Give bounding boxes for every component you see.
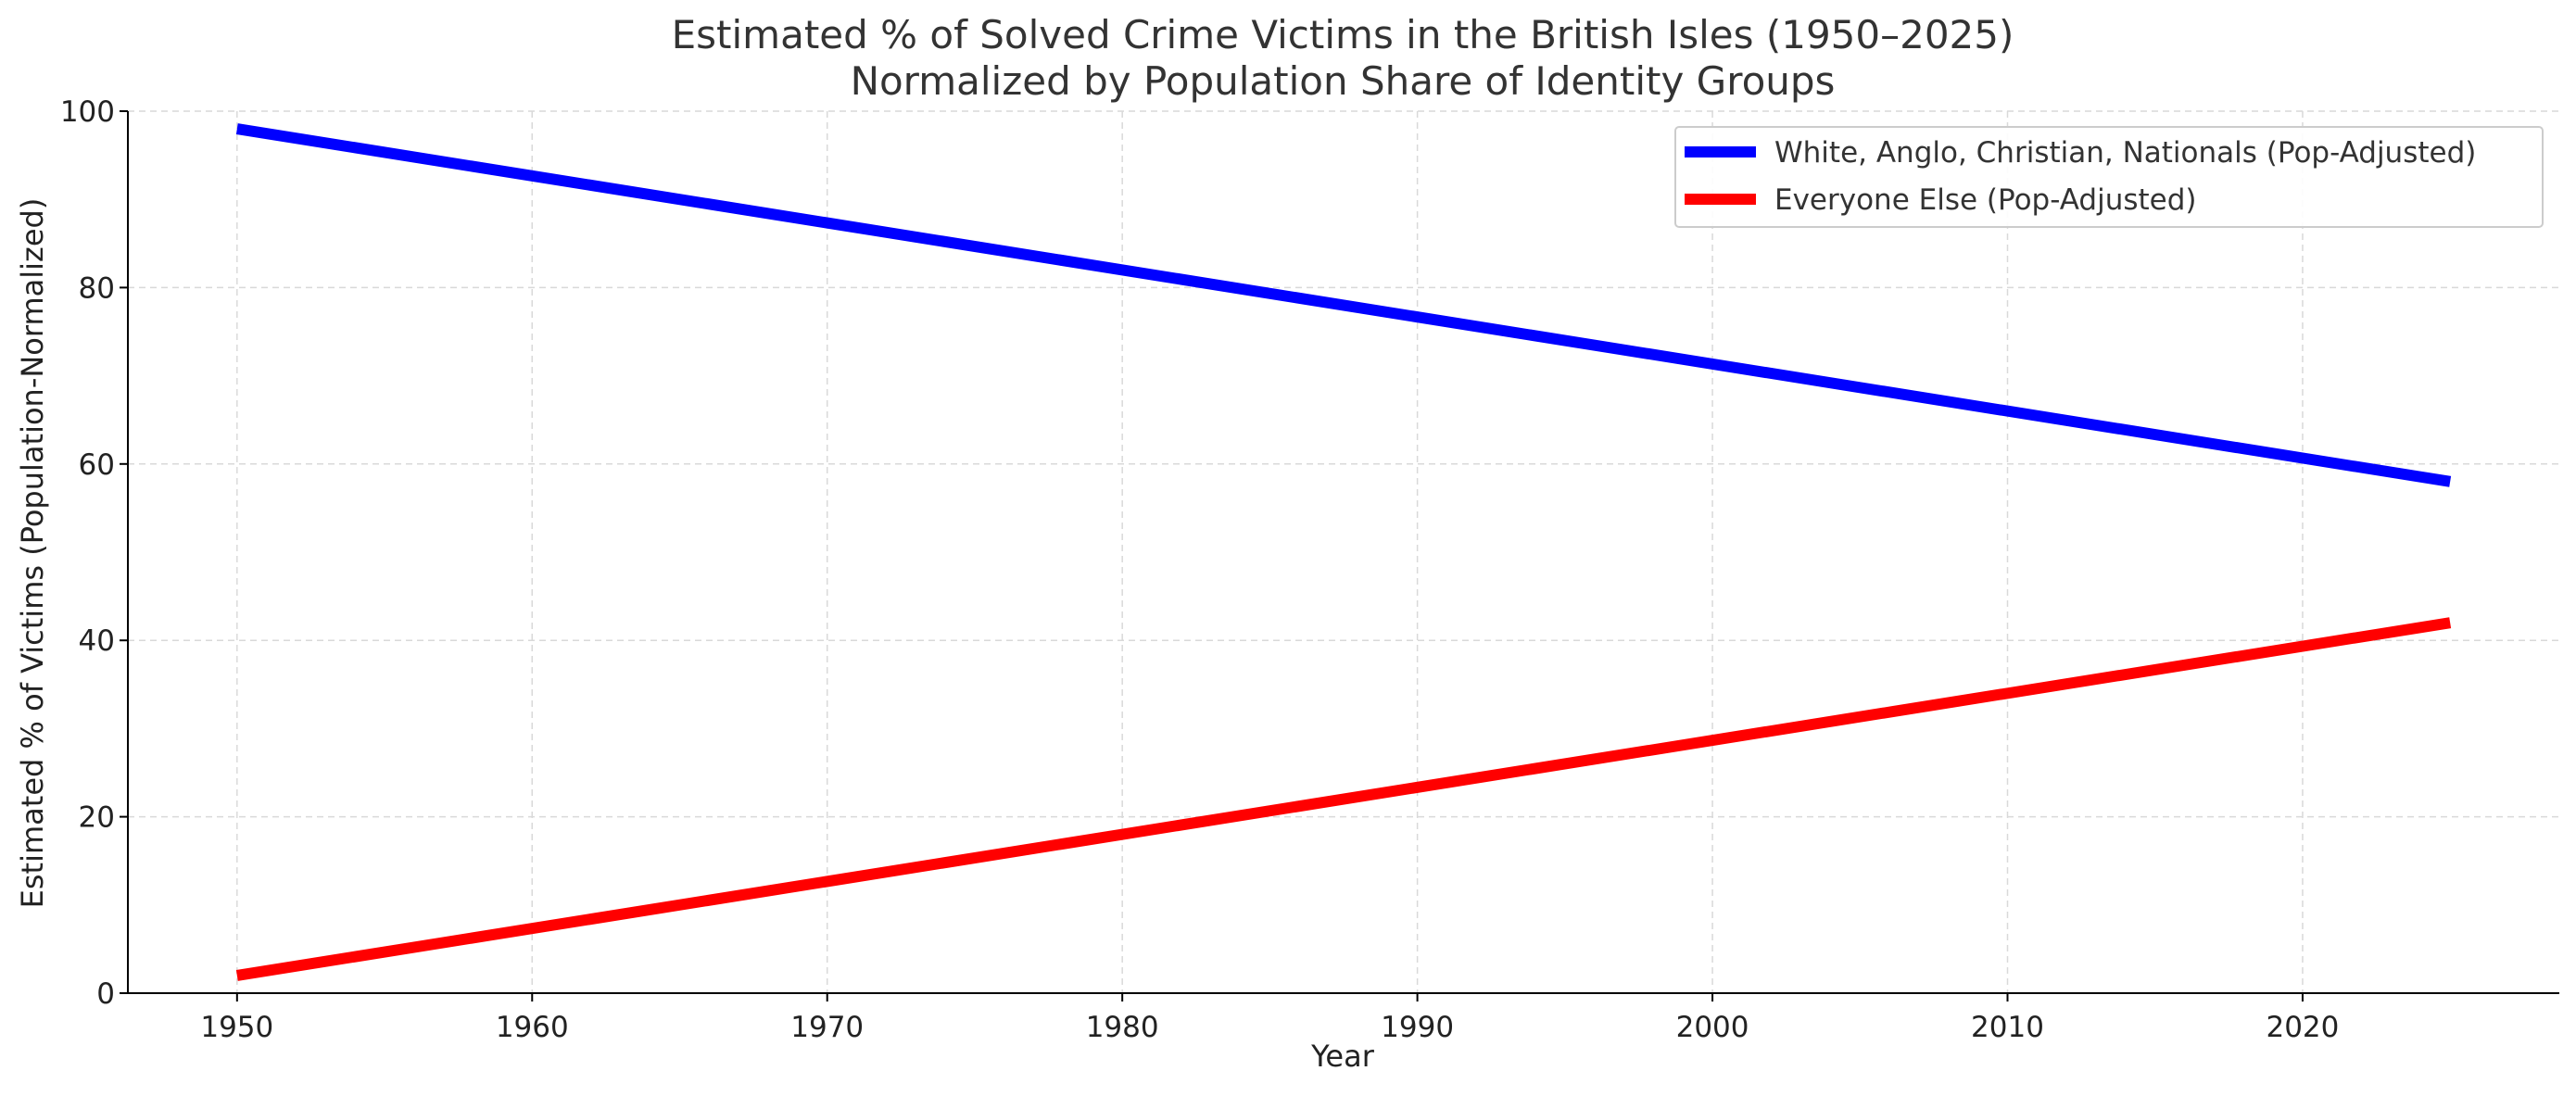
x-tick-label: 1970 [790, 1011, 864, 1044]
x-tick-label: 1980 [1086, 1011, 1159, 1044]
tick-labels: 1950 1960 1970 1980 1990 2000 2010 2020 0 20 40 60 8… [60, 95, 2340, 1044]
grid [128, 110, 2559, 994]
legend: White, Anglo, Christian, Nationals (Pop-… [1674, 126, 2544, 228]
chart-subtitle: Normalized by Population Share of Identi… [851, 58, 1836, 104]
y-tick-label: 0 [96, 977, 115, 1011]
x-tick-label: 1950 [200, 1011, 273, 1044]
series-line-2 [235, 617, 2452, 981]
y-tick-label: 60 [79, 448, 115, 482]
series-line-1 [235, 123, 2452, 487]
axes [127, 111, 2559, 994]
x-tick-label: 1990 [1381, 1011, 1454, 1044]
x-tick-label: 1960 [496, 1011, 569, 1044]
legend-box [1674, 126, 2544, 228]
x-tick-label: 2020 [2266, 1011, 2339, 1044]
x-axis-label: Year [1310, 1039, 1375, 1074]
legend-label: Everyone Else (Pop-Adjusted) [1774, 183, 2197, 217]
legend-label: White, Anglo, Christian, Nationals (Pop-… [1774, 136, 2476, 170]
series-lines [235, 123, 2452, 981]
y-tick-label: 40 [79, 624, 115, 658]
x-tick-label: 2000 [1676, 1011, 1749, 1044]
chart-title: Estimated % of Solved Crime Victims in t… [672, 12, 2014, 57]
x-tick-label: 2010 [1971, 1011, 2044, 1044]
y-tick-label: 100 [60, 95, 115, 129]
y-tick-label: 80 [79, 271, 115, 305]
y-tick-label: 20 [79, 801, 115, 835]
y-axis-label: Estimated % of Victims (Population-Norma… [15, 198, 50, 909]
